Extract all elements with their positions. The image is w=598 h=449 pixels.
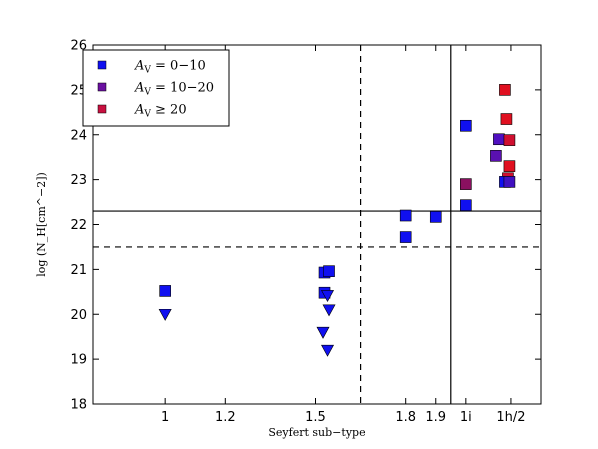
y-tick-label: 21 xyxy=(70,263,87,278)
triangle-down-marker xyxy=(322,304,336,317)
square-marker xyxy=(503,176,516,188)
y-tick-label: 18 xyxy=(70,398,87,413)
square-marker xyxy=(323,265,335,277)
legend: AV = 0−10 AV = 10−20 AV ≥ 20 xyxy=(82,49,230,127)
x-tick-label: 1h/2 xyxy=(496,410,525,425)
x-tick-label: 1i xyxy=(460,410,472,425)
data-points xyxy=(158,84,516,357)
legend-label: AV = 10−20 xyxy=(134,81,214,98)
x-tick-label: 1.2 xyxy=(215,410,236,425)
square-marker xyxy=(460,178,472,190)
y-tick-label: 20 xyxy=(70,308,87,323)
legend-label: AV = 0−10 xyxy=(134,59,206,76)
square-marker xyxy=(399,209,412,222)
triangle-down-marker xyxy=(321,344,335,357)
square-marker xyxy=(503,134,516,146)
x-tick-label: 1.9 xyxy=(425,410,446,425)
x-axis-title: Seyfert sub−type xyxy=(268,426,365,439)
y-tick-label: 23 xyxy=(70,173,87,188)
y-tick-label: 24 xyxy=(70,128,87,143)
y-tick-label: 22 xyxy=(70,218,87,233)
triangle-down-marker xyxy=(316,326,330,339)
reference-lines xyxy=(93,45,541,404)
legend-swatch xyxy=(97,60,107,70)
x-tick-label: 1.5 xyxy=(305,410,326,425)
square-marker xyxy=(490,150,502,162)
y-axis-title: log (N_H[cm^−2]) xyxy=(35,172,48,277)
square-marker xyxy=(460,199,472,212)
square-marker xyxy=(399,231,412,243)
square-marker xyxy=(493,133,505,146)
square-marker xyxy=(499,84,511,96)
square-marker xyxy=(503,160,516,172)
square-marker xyxy=(429,211,442,223)
x-tick-label: 1 xyxy=(161,410,169,425)
triangle-down-marker xyxy=(321,290,335,303)
square-marker xyxy=(500,113,513,125)
legend-swatch xyxy=(97,82,107,92)
legend-swatch xyxy=(97,104,107,114)
legend-box xyxy=(82,49,230,127)
square-marker xyxy=(159,285,171,297)
y-tick-label: 19 xyxy=(70,353,87,368)
y-axis-title-text: log (N_H[cm^−2]) xyxy=(35,172,48,277)
x-tick-label: 1.8 xyxy=(395,410,416,425)
square-marker xyxy=(460,119,472,132)
legend-label: AV ≥ 20 xyxy=(134,103,187,120)
triangle-down-marker xyxy=(158,308,172,321)
